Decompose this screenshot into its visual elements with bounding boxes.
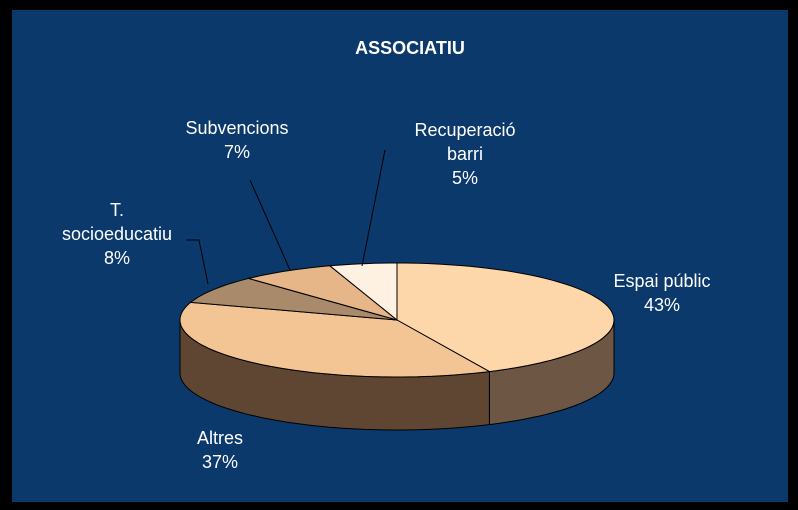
slice — [396, 262, 615, 373]
data-label: Espai públic 43% — [613, 269, 710, 317]
slice — [328, 262, 398, 322]
category-label: Altres — [196, 428, 244, 448]
slice — [189, 277, 398, 321]
value-label: 8% — [103, 248, 131, 268]
data-label: Altres 37% — [197, 426, 243, 474]
chart-title: ASSOCIATIU — [355, 38, 465, 58]
category-label: T. socioeducatiu — [61, 200, 173, 244]
leader-line — [361, 149, 386, 267]
value-label: 37% — [201, 452, 239, 472]
data-label: T. socioeducatiu 8% — [62, 198, 172, 270]
value-label: 7% — [223, 142, 251, 162]
leader-line — [186, 239, 209, 285]
value-label: 5% — [451, 168, 478, 188]
slice — [248, 265, 398, 321]
category-label: Espai públic — [613, 271, 711, 291]
data-label: Recuperació barri 5% — [414, 118, 515, 190]
slice — [179, 301, 491, 378]
value-label: 43% — [643, 295, 681, 315]
category-label: Subvencions — [185, 118, 289, 138]
data-label: Subvencions 7% — [185, 116, 288, 164]
leader-line — [249, 179, 291, 271]
category-label: Recuperació barri — [414, 120, 516, 164]
